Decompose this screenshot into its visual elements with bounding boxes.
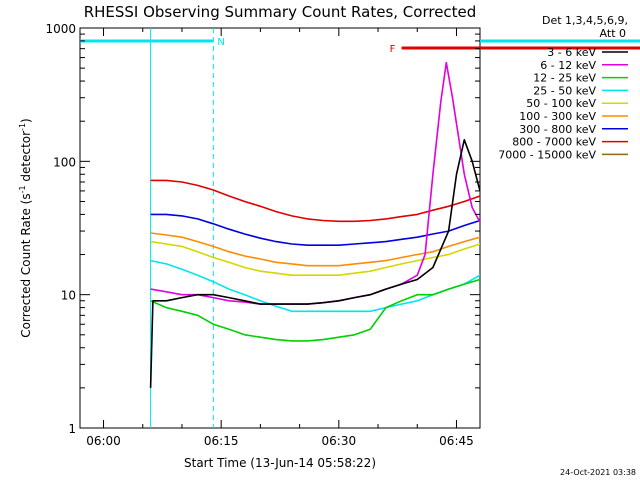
series-line-25-50-kev	[150, 259, 480, 313]
series-line-3-6-kev	[149, 139, 480, 388]
legend-entry-label: 50 - 100 keV	[526, 97, 596, 110]
x-axis-label: Start Time (13-Jun-14 05:58:22)	[184, 456, 376, 470]
series-line-300-800-kev	[150, 213, 480, 246]
night-label: N	[217, 37, 224, 48]
x-tick-label: 06:30	[322, 434, 357, 448]
series-lines	[149, 61, 480, 388]
legend-header-line-2: Att 0	[600, 27, 626, 40]
y-axis-label: Corrected Count Rate (s-1 detector-1)	[18, 118, 33, 337]
y-tick-label: 1	[68, 422, 76, 436]
y-tick-label: 100	[53, 155, 76, 169]
legend-entry-label: 6 - 12 keV	[540, 59, 596, 72]
y-tick-label: 10	[61, 289, 76, 303]
legend-header-line-1: Det 1,3,4,5,6,9,	[542, 14, 628, 27]
footer-timestamp: 24-Oct-2021 03:38	[560, 468, 636, 477]
legend-entry-label: 800 - 7000 keV	[512, 136, 596, 149]
plot-frame	[79, 27, 481, 429]
legend-entry-label: 3 - 6 keV	[547, 46, 596, 59]
legend-entry-label: 25 - 50 keV	[533, 84, 596, 97]
series-line-100-300-kev	[150, 232, 480, 267]
legend-entry-label: 100 - 300 keV	[519, 110, 596, 123]
y-tick-label: 1000	[45, 22, 76, 36]
legend-entry-label: 300 - 800 keV	[519, 123, 596, 136]
legend-entry-label: 7000 - 15000 keV	[498, 148, 596, 161]
series-line-800-7000-kev	[150, 179, 480, 223]
series-line-50-100-kev	[150, 240, 480, 276]
series-line-12-25-kev	[150, 278, 480, 342]
flare-label: F	[390, 44, 396, 55]
x-tick-label: 06:00	[86, 434, 121, 448]
axes: 06:00 06:15 06:30 06:45 1 10 100 1000	[45, 22, 480, 448]
x-tick-label: 06:15	[204, 434, 239, 448]
legend-entry-label: 12 - 25 keV	[533, 72, 596, 85]
x-tick-label: 06:45	[439, 434, 474, 448]
chart-title: RHESSI Observing Summary Count Rates, Co…	[84, 3, 477, 21]
